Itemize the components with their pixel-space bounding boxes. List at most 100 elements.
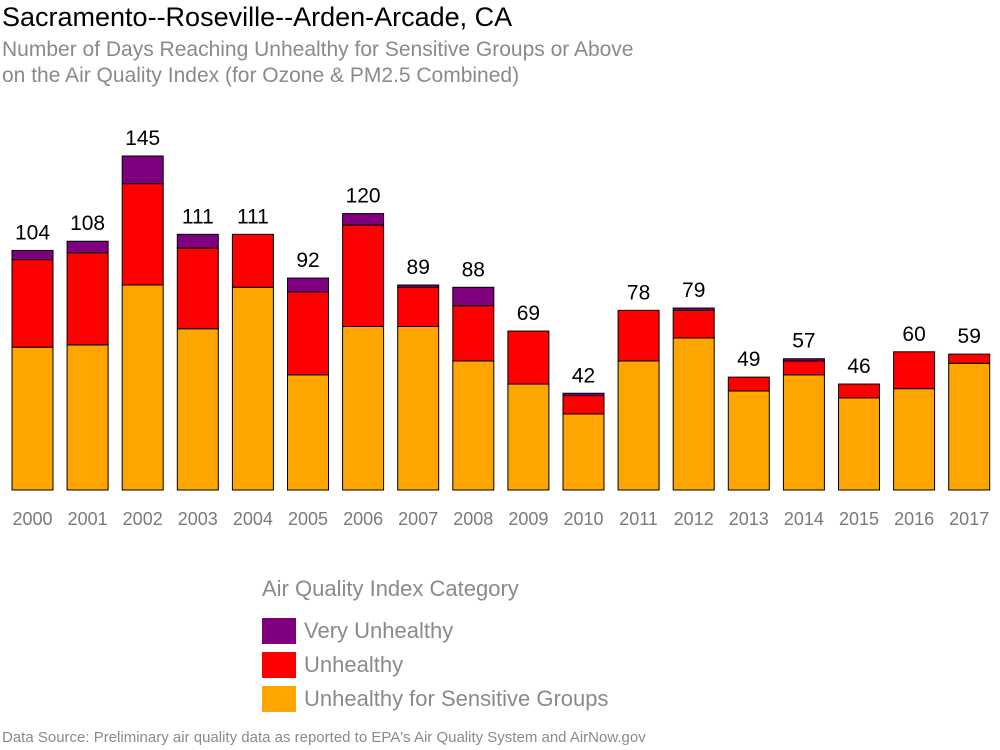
bar-total-label-2007: 89 [407, 256, 430, 279]
bar-total-label-2008: 88 [462, 258, 485, 281]
x-tick-label-2007: 2007 [398, 509, 438, 529]
bar-total-label-2006: 120 [346, 185, 381, 208]
bar-segment-usg-2006 [342, 325, 385, 491]
bar-total-label-2005: 92 [296, 249, 319, 272]
legend-swatch-usg [262, 686, 296, 712]
bar-segment-very-unhealthy-2008 [452, 286, 495, 307]
legend-label-very-unhealthy: Very Unhealthy [304, 618, 454, 643]
bar-segment-very-unhealthy-2000 [11, 249, 54, 261]
bar-segment-unhealthy-2012 [672, 309, 715, 339]
bar-segment-usg-2003 [176, 328, 219, 491]
bar-segment-usg-2013 [727, 390, 770, 491]
bar-segment-unhealthy-2009 [507, 330, 550, 385]
bar-segment-unhealthy-2004 [231, 233, 274, 288]
legend-item-very-unhealthy: Very Unhealthy [262, 614, 609, 648]
bar-segment-usg-2000 [11, 346, 54, 491]
bar-segment-usg-2016 [893, 388, 936, 491]
legend-title: Air Quality Index Category [262, 576, 519, 601]
bar-segment-usg-2005 [287, 374, 329, 491]
bar-segment-unhealthy-2007 [397, 286, 440, 327]
bar-segment-very-unhealthy-2001 [66, 240, 109, 254]
subtitle-line-2: on the Air Quality Index (for Ozone & PM… [2, 64, 520, 87]
bar-segment-unhealthy-2010 [562, 395, 605, 415]
bar-total-label-2009: 69 [517, 302, 540, 325]
x-tick-label-2015: 2015 [839, 509, 879, 529]
bar-segment-usg-2009 [507, 383, 550, 491]
bar-segment-unhealthy-2005 [287, 291, 329, 376]
bar-segment-usg-2008 [452, 360, 495, 491]
bar-segment-unhealthy-2013 [727, 376, 770, 392]
bar-segment-usg-2012 [672, 337, 715, 491]
x-tick-label-2016: 2016 [894, 509, 934, 529]
bar-total-label-2000: 104 [15, 221, 50, 244]
bar-segment-usg-2007 [397, 325, 440, 491]
bar-segment-unhealthy-2001 [66, 252, 109, 346]
bar-segment-usg-2017 [948, 362, 991, 491]
x-tick-label-2011: 2011 [619, 509, 658, 529]
legend-label-unhealthy: Unhealthy [304, 652, 404, 677]
bar-segment-unhealthy-2002 [121, 183, 164, 286]
bar-total-label-2001: 108 [70, 212, 105, 235]
x-tick-label-2001: 2001 [68, 509, 108, 529]
bar-segment-usg-2010 [562, 413, 605, 491]
x-tick-label-2003: 2003 [178, 509, 218, 529]
legend-swatch-very-unhealthy [262, 618, 296, 644]
bar-total-label-2010: 42 [572, 364, 595, 387]
bar-total-label-2002: 145 [125, 127, 160, 150]
bar-segment-unhealthy-2017 [948, 353, 991, 364]
bar-segment-very-unhealthy-2006 [342, 213, 385, 226]
x-tick-label-2005: 2005 [288, 509, 328, 529]
bar-total-label-2017: 59 [958, 325, 981, 348]
x-tick-label-2008: 2008 [453, 509, 493, 529]
bar-segment-usg-2014 [782, 374, 825, 491]
legend-swatch-unhealthy [262, 652, 296, 678]
bar-segment-usg-2002 [121, 284, 164, 491]
bar-segment-unhealthy-2015 [838, 383, 880, 399]
bar-segment-very-unhealthy-2002 [121, 155, 164, 185]
bar-total-label-2015: 46 [847, 355, 870, 378]
bar-total-label-2016: 60 [902, 323, 925, 346]
bar-segment-unhealthy-2008 [452, 305, 495, 362]
bar-total-label-2003: 111 [182, 205, 214, 228]
bar-segment-very-unhealthy-2003 [176, 233, 219, 249]
bar-segment-usg-2004 [231, 286, 274, 491]
x-tick-label-2006: 2006 [343, 509, 383, 529]
bar-total-label-2004: 111 [237, 205, 269, 228]
bar-segment-very-unhealthy-2012 [672, 307, 715, 311]
x-tick-label-2009: 2009 [508, 509, 548, 529]
data-source-note: Data Source: Preliminary air quality dat… [2, 729, 646, 746]
bar-segment-unhealthy-2006 [342, 224, 385, 327]
chart-subtitle: Number of Days Reaching Unhealthy for Se… [2, 37, 634, 89]
x-tick-label-2004: 2004 [233, 509, 273, 529]
x-tick-label-2017: 2017 [949, 509, 989, 529]
bar-segment-usg-2011 [617, 360, 660, 491]
bar-segment-very-unhealthy-2010 [562, 392, 605, 397]
bar-segment-unhealthy-2000 [11, 259, 54, 348]
bar-total-label-2012: 79 [682, 279, 705, 302]
x-tick-label-2002: 2002 [123, 509, 163, 529]
bar-total-label-2014: 57 [792, 330, 815, 353]
bar-segment-very-unhealthy-2005 [287, 277, 329, 293]
x-tick-label-2000: 2000 [12, 509, 52, 529]
x-tick-label-2013: 2013 [729, 509, 769, 529]
bar-total-label-2011: 78 [627, 281, 650, 304]
x-tick-label-2012: 2012 [674, 509, 714, 529]
legend-item-usg: Unhealthy for Sensitive Groups [262, 682, 609, 716]
legend: Air Quality Index Category Very Unhealth… [262, 576, 609, 716]
bar-segment-unhealthy-2003 [176, 247, 219, 330]
x-tick-label-2014: 2014 [784, 509, 824, 529]
subtitle-line-1: Number of Days Reaching Unhealthy for Se… [2, 38, 634, 61]
bar-segment-usg-2001 [66, 344, 109, 491]
bar-segment-usg-2015 [838, 397, 880, 491]
bar-segment-very-unhealthy-2007 [397, 284, 440, 288]
bar-total-label-2013: 49 [737, 348, 760, 371]
chart-title: Sacramento--Roseville--Arden-Arcade, CA [2, 2, 513, 32]
bar-segment-unhealthy-2016 [893, 351, 936, 390]
legend-label-usg: Unhealthy for Sensitive Groups [304, 686, 609, 711]
x-tick-label-2010: 2010 [563, 509, 603, 529]
bar-segment-very-unhealthy-2014 [782, 358, 825, 362]
bar-segment-unhealthy-2011 [617, 309, 660, 362]
bar-segment-unhealthy-2014 [782, 360, 825, 376]
legend-item-unhealthy: Unhealthy [262, 648, 609, 682]
stacked-bar-chart: 104 2000 108 2001 145 2002 111 2003 111 2004 92 200… [11, 127, 991, 529]
